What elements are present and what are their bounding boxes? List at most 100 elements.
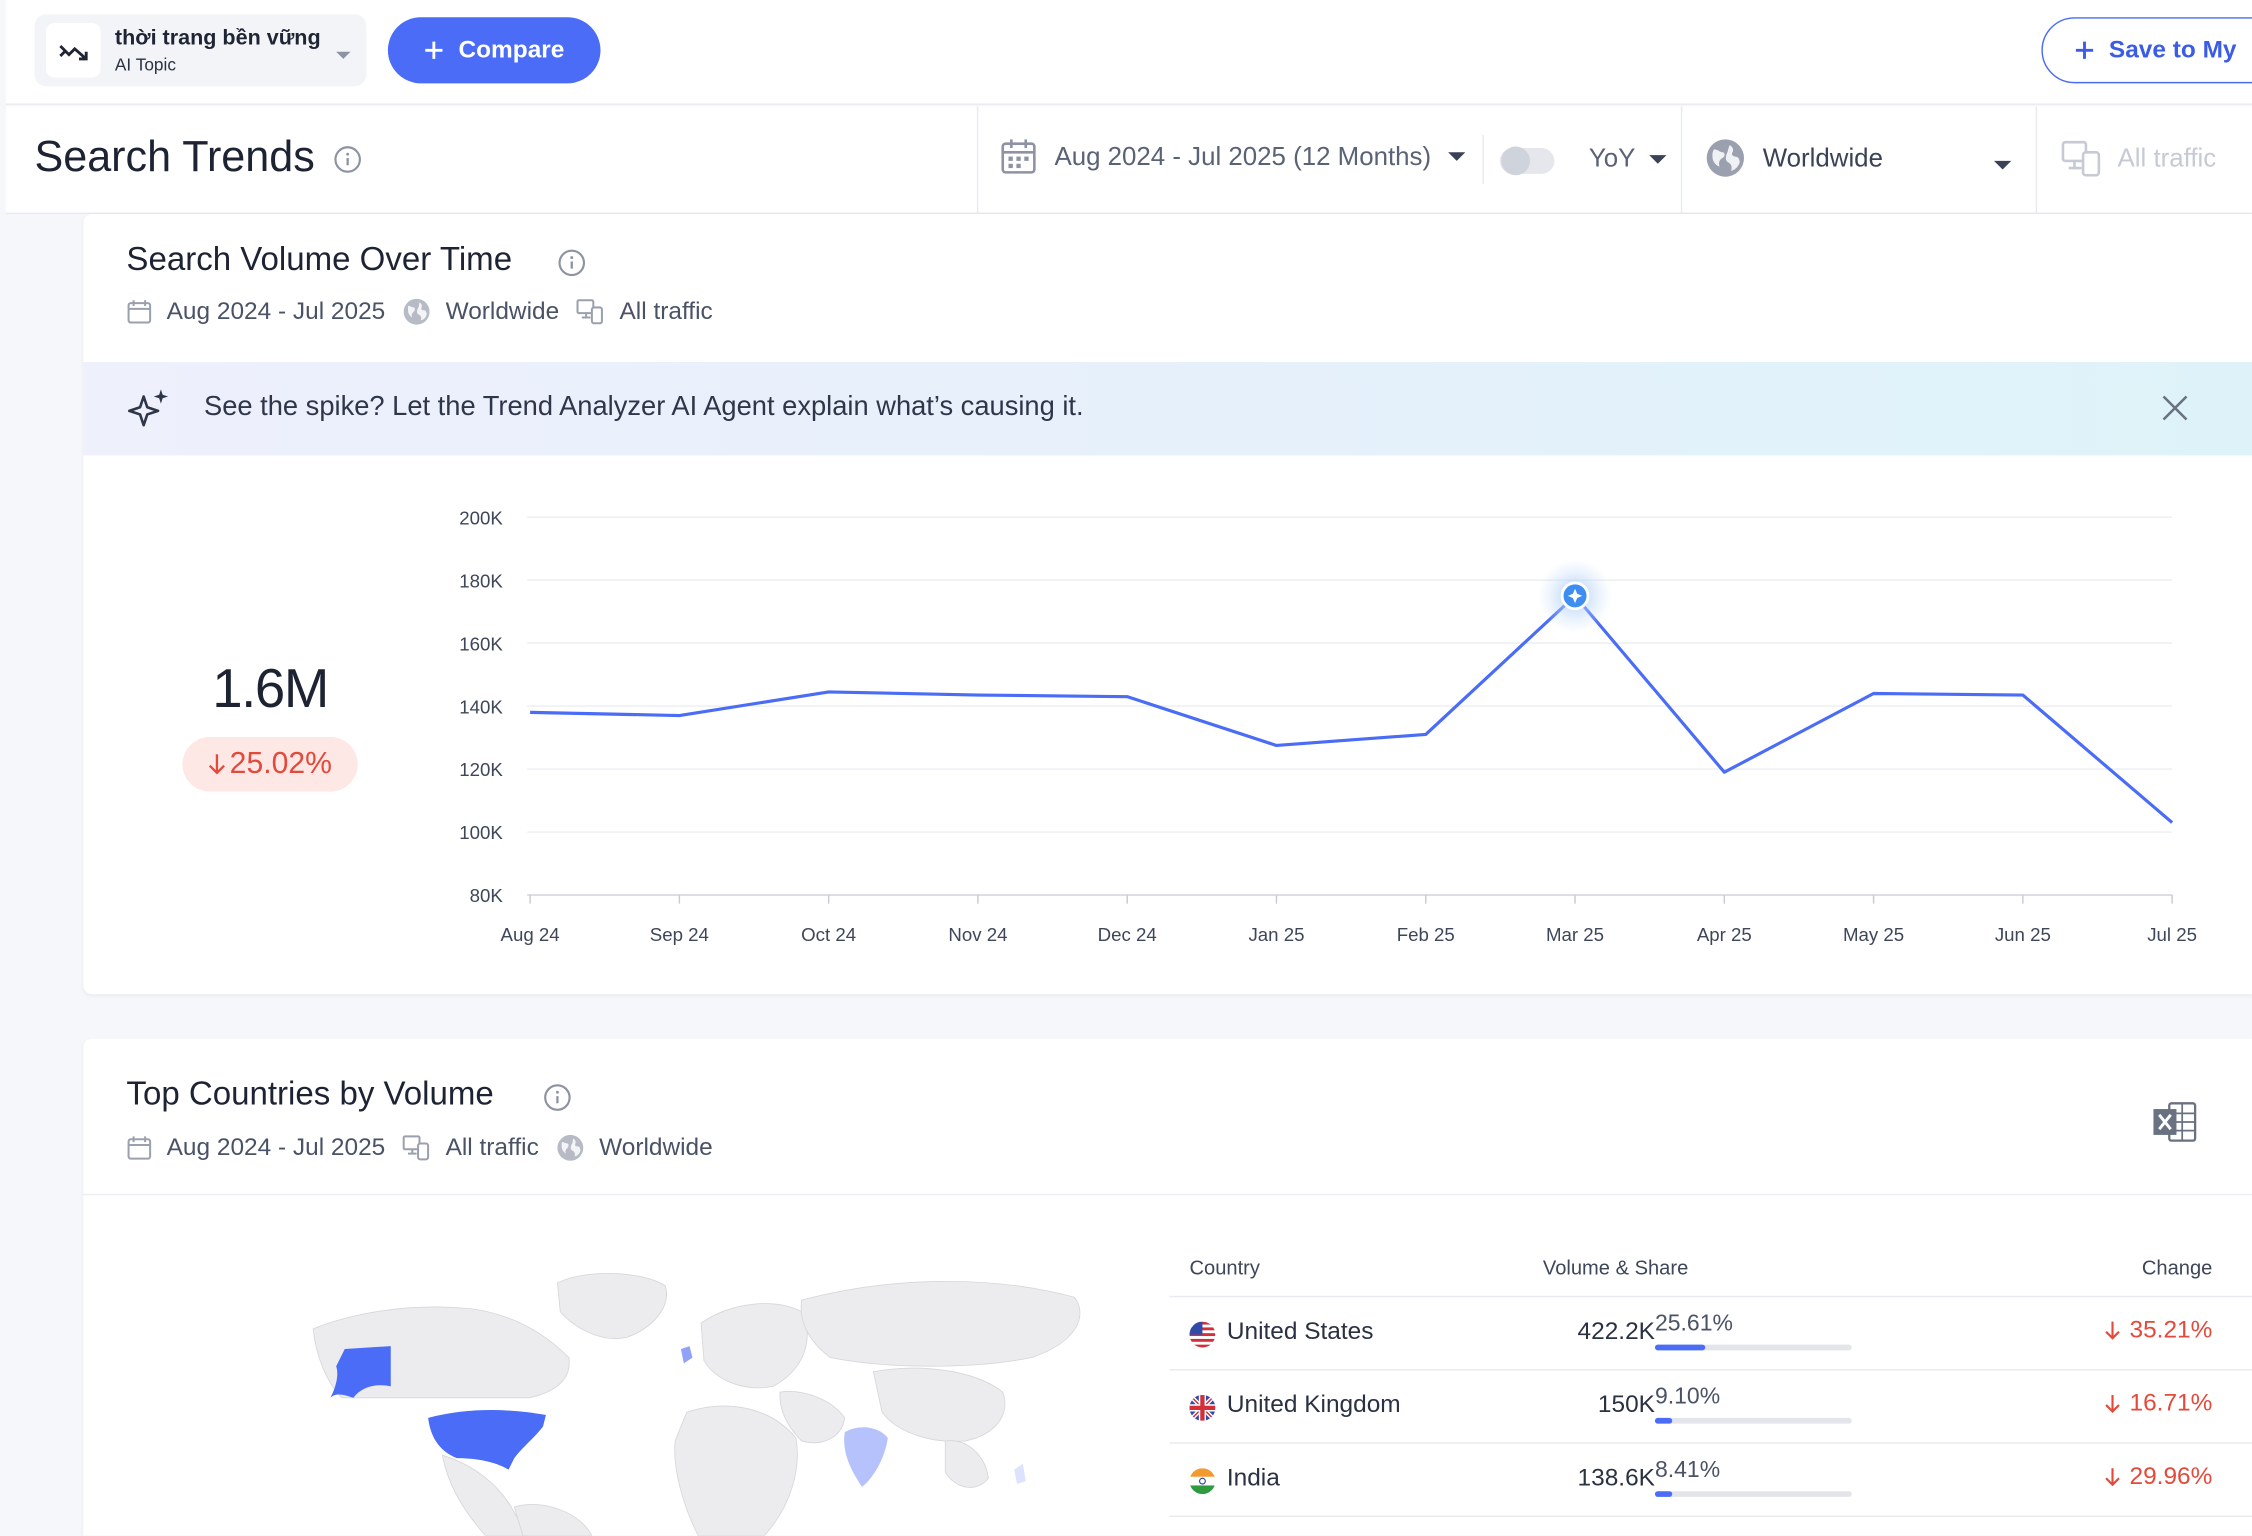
country-share: 9.10% bbox=[1654, 1384, 1721, 1410]
y-tick-label: 120K bbox=[459, 759, 503, 780]
chevron-down-icon[interactable] bbox=[333, 43, 353, 69]
chevron-down-icon[interactable] bbox=[1994, 152, 2012, 178]
arrow-down-icon bbox=[2105, 1321, 2121, 1340]
change-value: 16.71% bbox=[2129, 1389, 2213, 1417]
world-map bbox=[312, 1273, 1081, 1536]
flag-us-icon bbox=[1189, 1321, 1216, 1348]
map-mexico bbox=[441, 1454, 530, 1536]
table-row[interactable]: United States 422.2K 25.61% 35.21% bbox=[1169, 1297, 2252, 1371]
share-bar bbox=[1654, 1417, 1852, 1424]
calendar-icon bbox=[127, 1136, 152, 1160]
total-volume: 1.6M bbox=[212, 659, 329, 720]
meta-traffic: All traffic bbox=[576, 297, 713, 326]
y-tick-label: 160K bbox=[459, 633, 503, 654]
country-share: 25.61% bbox=[1654, 1311, 1733, 1337]
region-selector[interactable]: Worldwide bbox=[1705, 138, 1883, 178]
table-body: United States 422.2K 25.61% 35.21% Unite… bbox=[1169, 1297, 2252, 1518]
date-range-selector[interactable]: Aug 2024 - Jul 2025 (12 Months) bbox=[1000, 138, 1466, 175]
map-southeast-asia bbox=[944, 1440, 989, 1488]
map-uk bbox=[680, 1346, 693, 1364]
x-tick-label: May 25 bbox=[1843, 924, 1904, 945]
info-icon[interactable] bbox=[543, 1083, 572, 1119]
save-label: Save to My bbox=[2108, 35, 2237, 64]
y-tick-label: 140K bbox=[459, 696, 503, 717]
meta-traffic-label: All traffic bbox=[619, 297, 713, 325]
country-change: 29.96% bbox=[2105, 1462, 2212, 1491]
map-philippines bbox=[1014, 1463, 1026, 1485]
region-label: Worldwide bbox=[1762, 142, 1883, 172]
page-title: Search Trends bbox=[34, 133, 315, 182]
yoy-toggle[interactable] bbox=[1499, 146, 1555, 176]
meta-region-label: Worldwide bbox=[599, 1133, 713, 1161]
share-fill bbox=[1654, 1491, 1672, 1497]
table-row[interactable]: United Kingdom 150K 9.10% 16.71% bbox=[1169, 1371, 2252, 1444]
divider bbox=[1680, 106, 1683, 215]
globe-icon bbox=[557, 1134, 584, 1161]
trend-icon bbox=[45, 22, 101, 78]
share-fill bbox=[1654, 1344, 1706, 1351]
save-to-my-button[interactable]: Save to My bbox=[2041, 17, 2252, 84]
page-header: Search Trends Aug 2024 - Jul 2025 (12 Mo… bbox=[5, 106, 2252, 215]
compare-button[interactable]: Compare bbox=[387, 17, 601, 84]
topic-name: thời trang bền vững bbox=[114, 25, 321, 51]
devices-icon bbox=[576, 299, 604, 325]
top-bar: thời trang bền vững AI Topic Compare Sav… bbox=[5, 0, 2252, 105]
map-india bbox=[844, 1427, 888, 1487]
map-greenland bbox=[556, 1273, 667, 1340]
plus-icon bbox=[425, 41, 443, 59]
ai-agent-banner[interactable]: See the spike? Let the Trend Analyzer AI… bbox=[83, 362, 2252, 456]
divider bbox=[2035, 106, 2038, 215]
topic-selector[interactable]: thời trang bền vững AI Topic bbox=[34, 14, 367, 87]
x-tick-label: Mar 25 bbox=[1546, 924, 1604, 945]
card-meta: Aug 2024 - Jul 2025 Worldwide All traffi… bbox=[126, 297, 730, 326]
sparkle-icon bbox=[1567, 588, 1583, 604]
x-tick-label: Dec 24 bbox=[1098, 924, 1157, 945]
column-change[interactable]: Change bbox=[2141, 1255, 2213, 1279]
table-row[interactable]: India 138.6K 8.41% 29.96% bbox=[1169, 1444, 2252, 1518]
card-title: Search Volume Over Time bbox=[126, 239, 513, 278]
excel-export-icon[interactable] bbox=[2152, 1100, 2198, 1150]
column-country[interactable]: Country bbox=[1189, 1255, 1260, 1279]
column-volume-share[interactable]: Volume & Share bbox=[1542, 1255, 1689, 1279]
map-south-america bbox=[513, 1504, 593, 1536]
x-tick-label: Jul 25 bbox=[2147, 924, 2197, 945]
country-volume: 150K bbox=[1597, 1390, 1655, 1418]
share-bar bbox=[1654, 1491, 1852, 1497]
map-europe bbox=[700, 1303, 808, 1389]
flag-in-icon bbox=[1189, 1468, 1216, 1495]
info-icon[interactable] bbox=[557, 249, 586, 285]
meta-date: Aug 2024 - Jul 2025 bbox=[126, 297, 385, 326]
table-header: Country Volume & Share Change bbox=[1169, 1243, 2252, 1298]
arrow-down-icon bbox=[2105, 1394, 2121, 1413]
devices-icon bbox=[2061, 140, 2101, 177]
card-meta: Aug 2024 - Jul 2025 All traffic Worldwid… bbox=[126, 1133, 730, 1162]
x-tick-label: Apr 25 bbox=[1697, 924, 1752, 945]
country-share: 8.41% bbox=[1654, 1458, 1721, 1483]
country-name: United States bbox=[1226, 1317, 1374, 1345]
x-tick-label: Nov 24 bbox=[948, 924, 1007, 945]
arrow-down-icon bbox=[208, 754, 225, 775]
meta-region: Worldwide bbox=[556, 1133, 713, 1162]
series-line bbox=[530, 594, 2174, 824]
country-volume: 138.6K bbox=[1577, 1463, 1655, 1492]
x-tick-label: Sep 24 bbox=[650, 924, 709, 945]
close-icon[interactable] bbox=[2161, 394, 2190, 430]
flag-uk-icon bbox=[1189, 1394, 1216, 1421]
country-name: United Kingdom bbox=[1226, 1390, 1401, 1418]
info-icon[interactable] bbox=[333, 145, 362, 181]
devices-icon bbox=[402, 1135, 430, 1161]
globe-icon bbox=[403, 298, 430, 325]
traffic-label: All traffic bbox=[2117, 142, 2217, 172]
country-change: 35.21% bbox=[2105, 1316, 2212, 1345]
traffic-selector[interactable]: All traffic bbox=[2060, 138, 2216, 178]
compare-label: Compare bbox=[458, 35, 565, 64]
map-alaska bbox=[330, 1346, 391, 1398]
calendar-icon bbox=[1001, 139, 1036, 174]
toggle-knob bbox=[1501, 146, 1530, 176]
comparison-selector[interactable]: YoY bbox=[1589, 144, 1667, 174]
divider bbox=[1482, 135, 1485, 184]
calendar-icon bbox=[127, 300, 152, 324]
comparison-label: YoY bbox=[1588, 143, 1636, 173]
meta-date-label: Aug 2024 - Jul 2025 bbox=[166, 297, 386, 325]
y-tick-label: 80K bbox=[470, 885, 504, 906]
